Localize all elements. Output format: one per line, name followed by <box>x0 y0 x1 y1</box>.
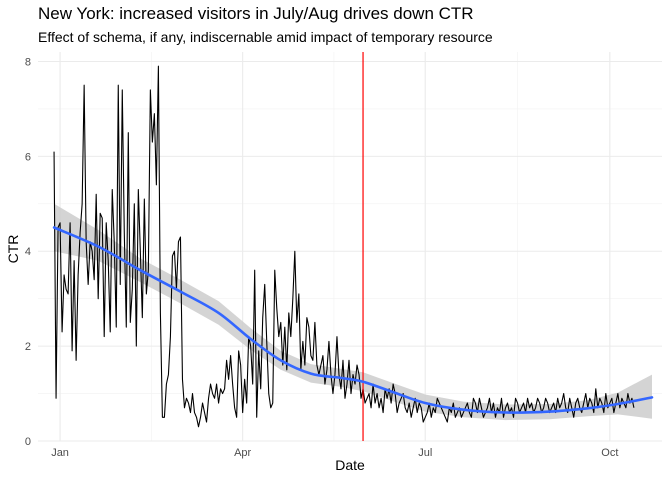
smooth-series-line <box>52 226 654 414</box>
raw-series <box>53 65 635 428</box>
x-tick-label: Jul <box>418 447 432 459</box>
smooth-series <box>52 226 654 414</box>
chart-title: New York: increased visitors in July/Aug… <box>38 4 474 23</box>
x-tick-label: Jan <box>51 447 69 459</box>
y-tick-label: 4 <box>25 246 31 258</box>
y-tick-label: 6 <box>25 151 31 163</box>
y-tick-labels: 0 2 4 6 8 <box>25 56 31 448</box>
x-tick-label: Apr <box>234 447 251 459</box>
y-tick-label: 8 <box>25 56 31 68</box>
x-axis-label: Date <box>335 457 365 473</box>
y-axis-label: CTR <box>5 235 21 264</box>
major-gridlines <box>38 52 662 442</box>
raw-series-line <box>53 65 635 428</box>
y-tick-label: 2 <box>25 341 31 353</box>
x-tick-labels: Jan Apr Jul Oct <box>51 447 618 459</box>
chart-subtitle: Effect of schema, if any, indiscernable … <box>38 29 493 45</box>
x-tick-label: Oct <box>601 447 618 459</box>
y-tick-label: 0 <box>25 436 31 448</box>
